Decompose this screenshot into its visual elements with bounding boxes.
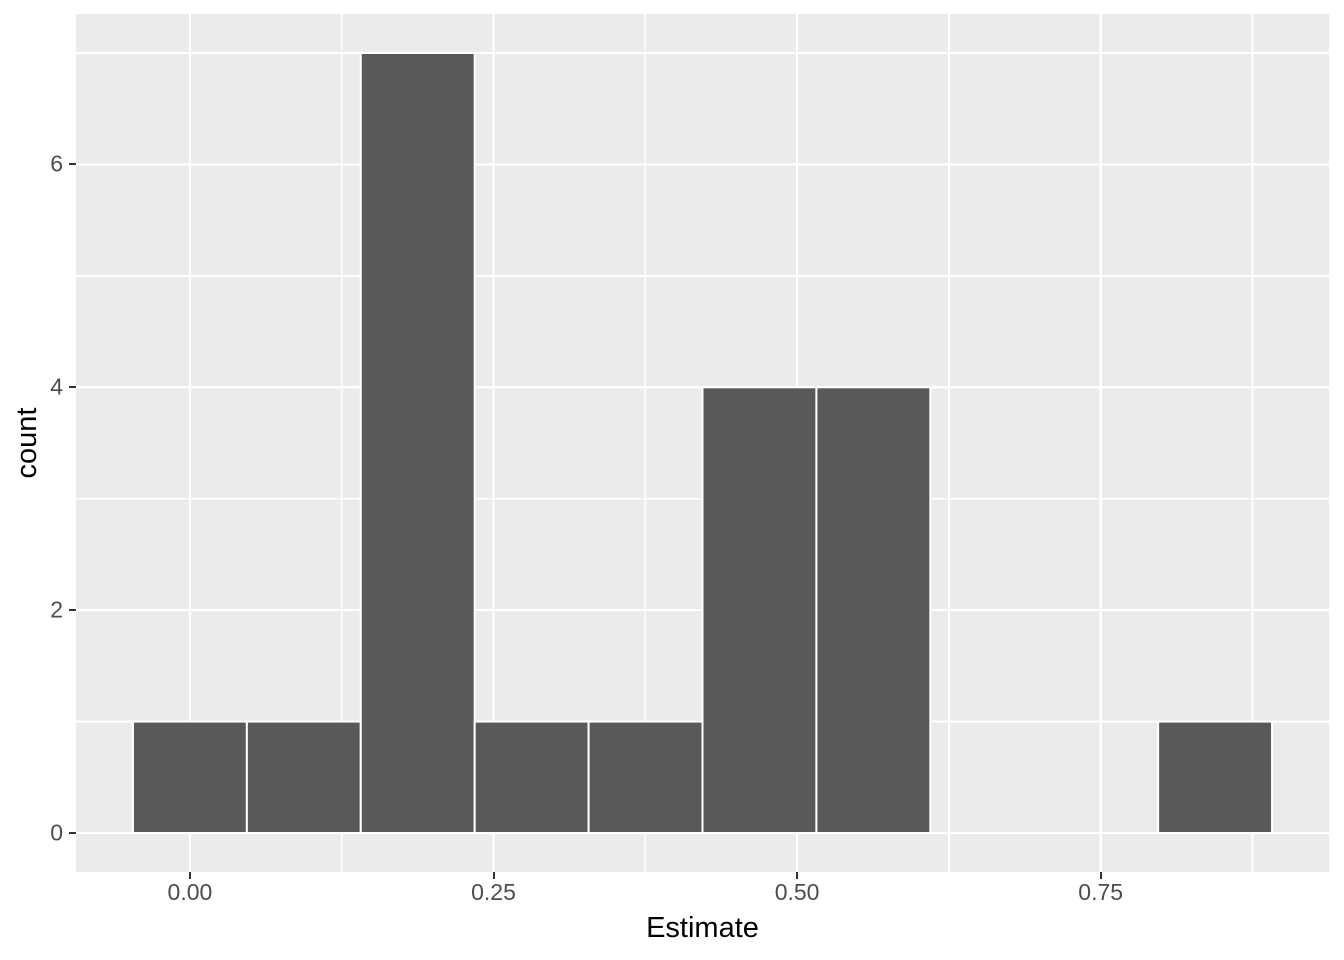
plot-panel <box>76 14 1329 872</box>
histogram-bar <box>359 52 476 834</box>
histogram-bar <box>1157 720 1274 834</box>
x-tick-mark <box>188 872 191 879</box>
y-tick-mark <box>69 832 76 834</box>
x-tick-label: 0.00 <box>167 879 213 905</box>
histogram-bar <box>245 720 362 834</box>
histogram-bar <box>473 720 590 834</box>
x-tick-label: 0.75 <box>1078 879 1124 905</box>
y-tick-mark <box>69 386 76 389</box>
x-tick-label: 0.50 <box>774 879 820 905</box>
y-tick-mark <box>69 163 76 166</box>
x-tick-mark <box>796 872 799 879</box>
plot-area-svg <box>76 14 1329 872</box>
histogram-bar <box>701 386 818 834</box>
histogram-bar <box>587 720 704 834</box>
y-tick-label: 6 <box>50 150 63 177</box>
y-tick-label: 4 <box>50 373 63 400</box>
x-tick-mark <box>1099 872 1102 879</box>
y-tick-mark <box>69 609 76 612</box>
y-axis-title: count <box>11 407 43 479</box>
histogram-bar <box>815 386 932 834</box>
y-tick-label: 0 <box>50 819 63 846</box>
x-tick-label: 0.25 <box>471 879 516 905</box>
y-tick-label: 2 <box>50 596 63 623</box>
x-axis-title: Estimate <box>646 912 759 944</box>
histogram-bar <box>131 720 248 834</box>
x-tick-mark <box>492 872 495 879</box>
